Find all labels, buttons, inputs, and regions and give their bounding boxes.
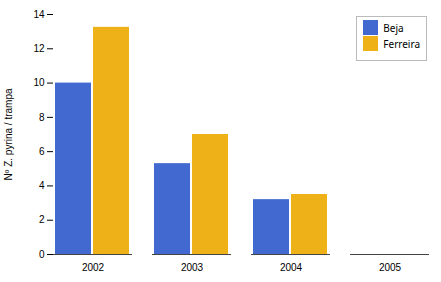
html-text:Ferreira: Ferreira — [383, 36, 420, 51]
svg-text:12: 12 — [33, 43, 45, 54]
svg-text:2002: 2002 — [82, 262, 105, 273]
svg-text:2: 2 — [39, 214, 45, 225]
svg-text:2003: 2003 — [181, 262, 204, 273]
svg-text:Nº Z. pyrina / trampa: Nº Z. pyrina / trampa — [3, 88, 14, 180]
svg-text:10: 10 — [33, 77, 45, 88]
svg-text:14: 14 — [33, 9, 45, 20]
html-text:Beja: Beja — [383, 20, 404, 35]
svg-text:0: 0 — [39, 249, 45, 260]
svg-text:2004: 2004 — [280, 262, 303, 273]
svg-text:8: 8 — [39, 112, 45, 123]
svg-text:2005: 2005 — [379, 262, 402, 273]
svg-text:6: 6 — [39, 146, 45, 157]
svg-text:4: 4 — [39, 180, 45, 191]
